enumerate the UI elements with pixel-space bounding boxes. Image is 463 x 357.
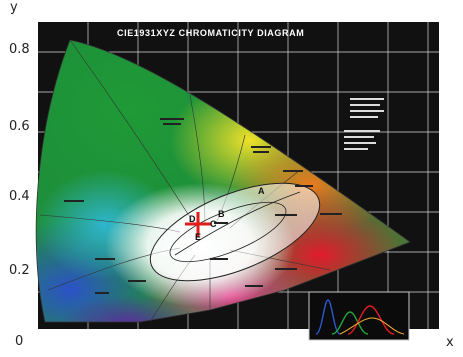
y-tick-0-4: 0.4 [9,189,30,204]
planckian-locus [174,191,301,256]
y-tick-0-2: 0.2 [9,263,30,278]
spectrum-inset [308,291,410,341]
point-label-a: A [258,186,265,196]
spectral-locus-outline [35,39,411,323]
y-tick-0-6: 0.6 [9,119,30,134]
y-tick-0: 0 [15,334,24,349]
inner-white-ellipse [169,201,287,263]
x-axis-label: x [446,335,454,350]
legend-text-marks [344,98,384,150]
point-label-b: B [218,209,225,219]
white-point-marker [185,212,211,237]
diagram-title: CIE1931XYZ CHROMATICITY DIAGRAM [117,28,305,38]
white-region-ellipse [149,182,321,282]
y-axis-label: y [10,0,18,15]
y-tick-0-8: 0.8 [9,42,30,57]
point-label-c: C [210,219,217,229]
region-label-marks [64,118,342,294]
point-label-d: D [189,214,196,224]
point-label-e: E [195,232,202,242]
